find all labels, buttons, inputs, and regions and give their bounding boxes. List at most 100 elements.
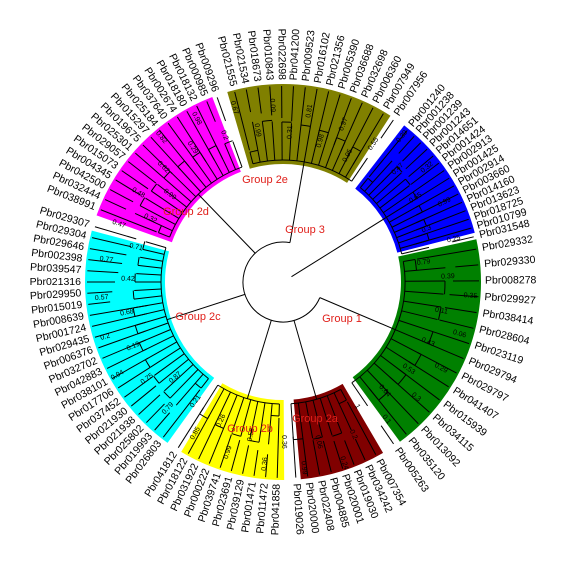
clade-stem	[231, 397, 245, 433]
leaf-branch	[94, 226, 137, 240]
leaf-branch	[344, 440, 355, 465]
leaf-branch	[322, 440, 332, 473]
clade-stem	[340, 389, 347, 401]
leaf-branch	[87, 291, 113, 294]
clade-stem	[398, 232, 428, 244]
clade-stem	[177, 166, 202, 193]
support-value: 0.47	[111, 219, 126, 230]
clade-stem	[312, 400, 323, 438]
leaf-branch	[112, 357, 149, 379]
support-value: 0.39	[441, 273, 455, 280]
support-value: 0.99	[223, 445, 234, 460]
group-label-group2d: Group 2d	[163, 206, 209, 218]
leaf-branch	[368, 130, 408, 178]
leaf-branch	[302, 438, 309, 477]
group-stem	[246, 320, 272, 399]
leaf-branch	[177, 407, 204, 448]
leaf-branch	[154, 412, 171, 431]
leaf-branch	[417, 352, 457, 374]
leaf-label: Pbr010843	[260, 29, 275, 81]
support-value: 0.3	[421, 224, 433, 234]
leaf-branch	[455, 264, 479, 268]
leaf-branch	[346, 401, 377, 455]
leaf-branch	[102, 339, 146, 359]
leaf-branch	[109, 189, 134, 203]
clade-stem	[134, 309, 165, 317]
clade-stem	[359, 376, 379, 400]
group-label-group3: Group 3	[285, 224, 325, 236]
clade-stem	[258, 402, 266, 443]
leaf-branch	[88, 301, 111, 305]
group-labels: Group 1 Group 2a Group 2b Group 2c Group 2d G…	[163, 174, 362, 435]
leaf-branch	[410, 162, 440, 185]
leaf-branch	[216, 97, 227, 122]
clade-arc	[163, 171, 171, 179]
sector-group1	[352, 239, 481, 442]
leaf-branch	[100, 209, 157, 233]
leaf-branch	[269, 86, 273, 116]
clade-stem	[169, 369, 199, 399]
leaf-branch	[276, 417, 280, 478]
leaf-branch	[187, 414, 210, 454]
support-value: 0.25	[446, 234, 461, 244]
clade-stem	[345, 152, 361, 178]
clade-stem	[383, 191, 414, 214]
leaf-branch	[333, 98, 352, 146]
leaf-label: Pbr029950	[30, 287, 82, 302]
leaf-branch	[117, 367, 151, 389]
group-stem	[319, 297, 396, 331]
leaf-branch	[245, 89, 252, 113]
clade-stem	[200, 152, 218, 180]
leaf-branch	[242, 445, 250, 474]
leaf-label: Pbr039547	[30, 261, 82, 276]
clade-stem	[163, 177, 192, 203]
leaf-branch	[265, 454, 269, 478]
clade-stem	[214, 391, 231, 424]
clade-stem	[333, 392, 352, 431]
clade-stem	[140, 256, 163, 262]
support-value: 0.98	[316, 133, 326, 148]
clade-stem	[401, 310, 438, 321]
leaf-branch	[138, 394, 161, 415]
clade-arc	[293, 438, 304, 441]
clade-stem	[398, 319, 434, 333]
clade-arc	[414, 354, 422, 366]
support-value: 0.06	[313, 435, 323, 450]
leaf-branch	[253, 450, 259, 476]
leaf-label: Pbr011472	[254, 482, 270, 534]
clade-stem	[400, 239, 429, 249]
leaf-branch	[415, 193, 459, 216]
support-value: 0.36	[280, 435, 287, 449]
clade-stem	[158, 232, 170, 238]
leaf-branch	[87, 270, 119, 274]
clade-stem	[359, 178, 369, 188]
clade-stem	[385, 346, 415, 366]
support-value: 0.81	[305, 104, 314, 119]
clade-stem	[192, 156, 212, 184]
support-value: 0.2	[348, 429, 358, 441]
leaf-label: Pbr002398	[31, 247, 84, 265]
group-arc	[290, 389, 341, 405]
group-label-group2c: Group 2c	[175, 311, 221, 323]
clade-stem	[351, 382, 369, 407]
leaf-branch	[150, 136, 181, 171]
leaf-branch	[408, 361, 449, 388]
clade-stem	[157, 183, 188, 208]
clade-stem	[310, 130, 320, 164]
support-value: 0.77	[99, 256, 114, 265]
clade-stem	[331, 141, 346, 171]
clade-stem	[223, 394, 238, 429]
clade-stem	[145, 197, 180, 219]
leaf-branch	[115, 179, 141, 196]
clade-stem	[290, 403, 294, 439]
leaf-branch	[405, 148, 428, 170]
root-arc	[242, 241, 321, 323]
clade-stem	[154, 353, 185, 376]
clade-stem	[136, 315, 167, 326]
clade-stem	[170, 171, 197, 198]
clade-arc	[142, 241, 146, 250]
clade-arc	[208, 145, 217, 150]
clade-stem	[134, 302, 163, 309]
clade-stem	[224, 143, 237, 170]
